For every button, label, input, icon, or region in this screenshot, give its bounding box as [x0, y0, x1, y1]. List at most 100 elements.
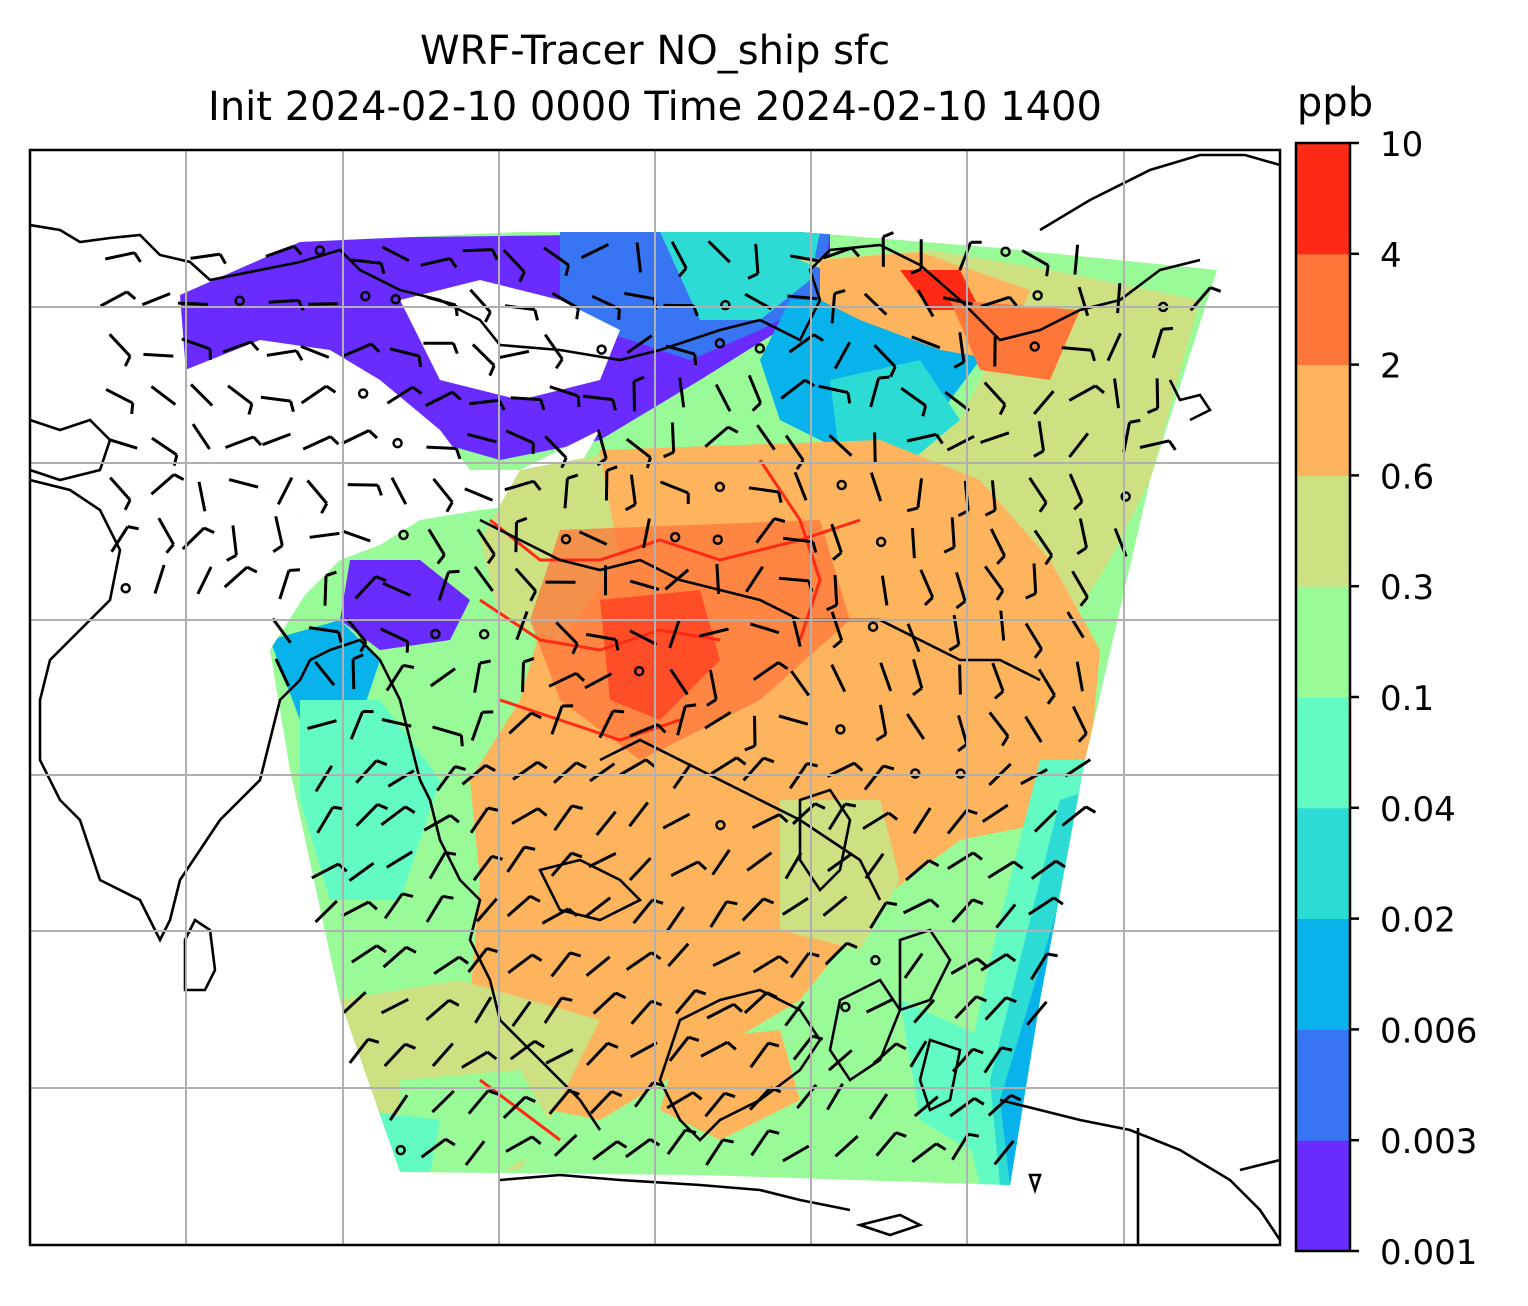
wind-barb: [1024, 622, 1043, 659]
wind-barb: [266, 349, 304, 361]
wind-barb: [999, 610, 1006, 641]
wind-barb: [580, 243, 610, 260]
wind-barb: [521, 656, 535, 693]
wind-barb: [432, 725, 464, 747]
calm-marker: [875, 536, 887, 548]
wind-barb: [268, 298, 305, 312]
wind-barb: [388, 1094, 409, 1121]
wind-barb: [278, 568, 300, 600]
wind-barb: [707, 240, 731, 264]
wind-barb: [467, 946, 498, 974]
wind-barb: [469, 806, 499, 834]
wind-barb: [958, 240, 982, 271]
wind-barb: [743, 991, 778, 1015]
wind-barb: [747, 243, 760, 280]
wind-barb: [980, 431, 1010, 444]
wind-barb: [954, 995, 987, 1020]
wind-barb: [108, 437, 138, 450]
wind-barb: [143, 352, 174, 358]
wind-barb: [953, 332, 966, 369]
wind-barb: [1027, 896, 1064, 916]
calm-marker: [1032, 290, 1043, 301]
wind-barb: [425, 998, 460, 1022]
wind-barb: [826, 852, 854, 873]
wind-barb: [1139, 439, 1177, 451]
wind-barb: [428, 851, 457, 880]
wind-barb: [1032, 390, 1055, 415]
calm-marker: [392, 437, 403, 449]
wind-barb: [1061, 346, 1096, 362]
wind-barb: [427, 528, 446, 565]
colorbar-segment: [1296, 586, 1350, 698]
wind-barb: [910, 239, 923, 275]
colorbar-tick-label: 0.04: [1380, 790, 1456, 830]
wind-barb: [589, 762, 616, 783]
wind-barb: [781, 897, 809, 916]
wind-barb: [833, 341, 852, 370]
wind-barb: [957, 714, 969, 753]
wind-barb: [830, 288, 846, 324]
wind-barb: [461, 1050, 498, 1069]
wind-barb: [467, 1089, 499, 1115]
wind-barb: [509, 1039, 545, 1061]
wind-barb: [475, 897, 498, 923]
wind-barb: [260, 395, 295, 413]
wind-barb: [834, 1134, 859, 1158]
colorbar-segment: [1296, 918, 1350, 1030]
wind-barb: [382, 945, 417, 969]
wind-barb: [704, 711, 732, 730]
wind-barb: [466, 432, 497, 444]
wind-barb: [905, 859, 940, 882]
wind-barb: [423, 813, 460, 832]
wind-barb: [879, 662, 893, 692]
wind-barb: [585, 632, 620, 651]
wind-barb: [715, 564, 721, 595]
calm-marker: [714, 338, 726, 349]
wind-barb: [504, 479, 542, 492]
wind-barb: [425, 894, 454, 923]
wind-barb: [911, 335, 941, 350]
wind-barb: [153, 564, 166, 594]
wind-barb: [274, 658, 290, 687]
calm-marker: [390, 294, 401, 305]
wind-barb: [818, 384, 852, 404]
wind-barb: [903, 952, 924, 979]
wind-barb: [704, 1091, 736, 1118]
wind-barb: [595, 810, 617, 836]
wind-barb: [752, 661, 789, 681]
wind-barb: [742, 756, 775, 782]
wind-barb: [1116, 283, 1122, 314]
wind-barb: [380, 805, 416, 826]
wind-barb: [437, 569, 460, 601]
wind-barb: [553, 1133, 578, 1157]
wind-barb: [635, 242, 642, 273]
wind-barb: [983, 1046, 1013, 1074]
calm-marker: [870, 955, 881, 966]
wind-barb: [747, 374, 762, 412]
wind-barb: [309, 531, 340, 539]
wind-barb: [902, 898, 940, 915]
wind-barb: [390, 477, 408, 505]
wind-barb: [381, 245, 410, 263]
colorbar-tick-label: 0.1: [1380, 679, 1434, 719]
calm-marker: [633, 665, 645, 677]
wind-barb: [424, 390, 462, 407]
colorbar-tick-label: 0.02: [1380, 901, 1456, 941]
wind-barb: [873, 432, 877, 463]
wind-barb: [626, 334, 653, 355]
wind-barb: [514, 567, 538, 602]
wind-barb: [995, 903, 1017, 929]
wind-barb: [880, 575, 889, 606]
wind-barb: [474, 996, 493, 1024]
wind-barb: [507, 953, 543, 974]
wind-barb: [824, 941, 858, 966]
wind-barb: [947, 851, 983, 870]
wind-barb: [1033, 809, 1058, 833]
wind-barb: [778, 714, 809, 726]
wind-barb: [706, 1002, 743, 1020]
colorbar-tick-label: 0.3: [1380, 568, 1434, 608]
wind-barb: [984, 480, 997, 517]
wind-barb: [472, 854, 503, 882]
wind-barb: [1068, 432, 1090, 458]
wind-barb: [667, 942, 690, 968]
